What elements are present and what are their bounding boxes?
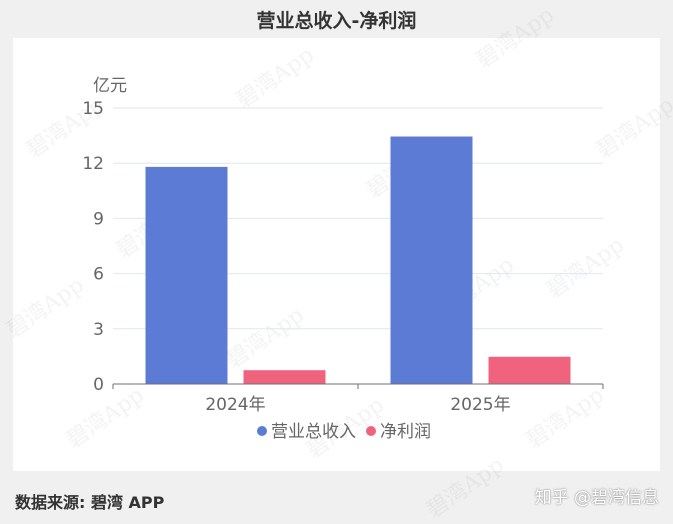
- legend[interactable]: 营业总收入 净利润: [257, 422, 431, 442]
- bars: [145, 136, 571, 384]
- legend-item-revenue[interactable]: 营业总收入: [257, 422, 356, 442]
- bar-net-profit-0[interactable]: [243, 370, 326, 384]
- y-tick-label: 3: [93, 320, 104, 340]
- chart-panel: [13, 38, 660, 471]
- y-tick-label: 12: [82, 154, 104, 174]
- bar-revenue-1[interactable]: [390, 136, 473, 384]
- legend-label: 净利润: [380, 422, 431, 442]
- x-axis-ticks: 2024年 2025年: [112, 384, 604, 415]
- bar-revenue-0[interactable]: [145, 166, 228, 384]
- x-tick-label: 2025年: [450, 395, 510, 415]
- legend-item-net-profit[interactable]: 净利润: [366, 422, 431, 442]
- y-axis-ticks: 0 3 6 9 12 15: [82, 99, 104, 395]
- bar-net-profit-1[interactable]: [488, 356, 571, 384]
- page-title: 营业总收入-净利润: [256, 10, 417, 32]
- y-axis-label: 亿元: [93, 76, 127, 96]
- brand-watermark: 知乎 @碧湾信息: [534, 488, 659, 508]
- legend-marker: [366, 426, 376, 436]
- y-tick-label: 15: [82, 99, 104, 119]
- data-source-label: 数据来源: 碧湾 APP: [15, 493, 165, 512]
- legend-marker: [257, 426, 267, 436]
- y-tick-label: 6: [93, 265, 104, 285]
- x-tick-label: 2024年: [205, 395, 265, 415]
- legend-label: 营业总收入: [271, 422, 356, 442]
- y-tick-label: 9: [93, 209, 104, 229]
- y-tick-label: 0: [93, 375, 104, 395]
